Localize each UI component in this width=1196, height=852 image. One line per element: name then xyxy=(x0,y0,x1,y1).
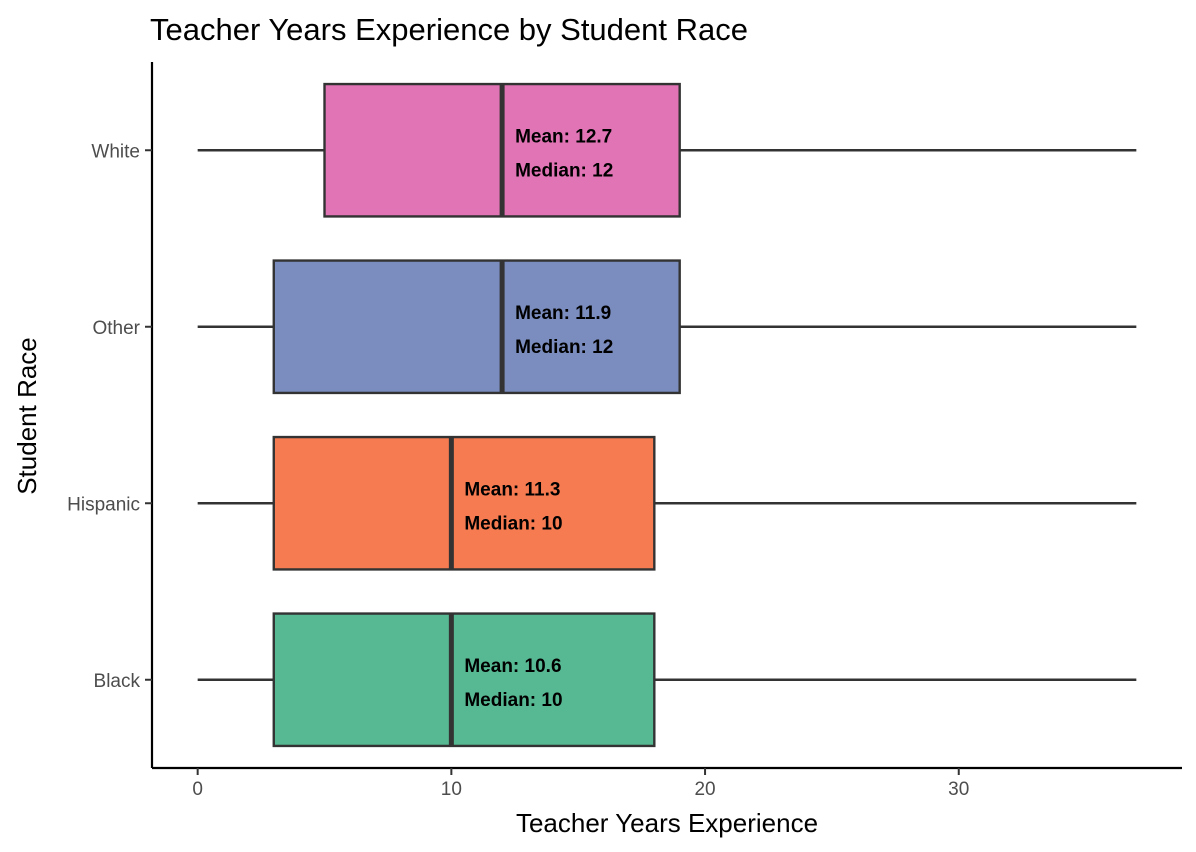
mean-label-white: Mean: 12.7 xyxy=(515,126,612,147)
x-axis: 0 10 20 30 xyxy=(152,766,1182,800)
x-tick-label: 30 xyxy=(948,779,969,800)
plot-area: Mean: 10.6 Median: 10 Mean: 11.3 Median: 10… xyxy=(197,82,1137,748)
box-other: Mean: 11.9 Median: 12 xyxy=(197,259,1137,395)
y-tick-label-other: Other xyxy=(92,318,140,339)
box-black: Mean: 10.6 Median: 10 xyxy=(197,612,1137,748)
median-label-other: Median: 12 xyxy=(515,337,613,358)
y-tick-label-hispanic: Hispanic xyxy=(67,494,140,515)
y-axis-title: Student Race xyxy=(12,337,42,495)
iqr-box-other xyxy=(272,259,681,395)
chart-title: Teacher Years Experience by Student Race xyxy=(150,12,748,47)
x-tick-label: 0 xyxy=(192,779,203,800)
x-tick-label: 10 xyxy=(441,779,462,800)
mean-label-hispanic: Mean: 11.3 xyxy=(464,479,560,500)
median-label-black: Median: 10 xyxy=(464,690,562,711)
iqr-box-black xyxy=(272,612,656,748)
y-axis: Black Hispanic Other White xyxy=(67,62,154,768)
mean-label-other: Mean: 11.9 xyxy=(515,303,611,324)
box-hispanic: Mean: 11.3 Median: 10 xyxy=(197,435,1137,571)
y-tick-label-black: Black xyxy=(94,671,141,692)
median-label-hispanic: Median: 10 xyxy=(464,513,562,534)
iqr-box-hispanic xyxy=(272,435,656,571)
x-axis-title: Teacher Years Experience xyxy=(516,808,818,838)
y-tick-label-white: White xyxy=(91,141,140,162)
box-white: Mean: 12.7 Median: 12 xyxy=(197,82,1137,218)
median-label-white: Median: 12 xyxy=(515,160,613,181)
x-tick-label: 20 xyxy=(694,779,715,800)
mean-label-black: Mean: 10.6 xyxy=(464,656,561,677)
